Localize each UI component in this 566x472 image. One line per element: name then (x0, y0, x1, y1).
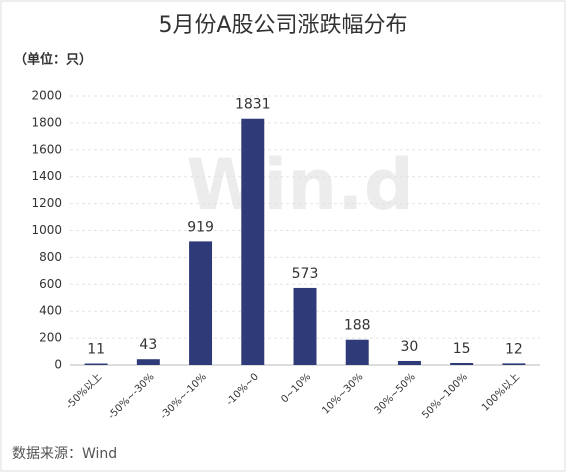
source: 数据来源：Wind (12, 446, 117, 462)
bar (293, 287, 317, 365)
bar (84, 363, 108, 365)
y-tick-label: 1200 (31, 196, 62, 210)
y-tick-label: 1800 (31, 115, 62, 129)
data-label: 11 (87, 342, 105, 358)
data-label: 1831 (235, 97, 271, 113)
y-tick-label: 1600 (31, 142, 62, 156)
chart-title: 5月份A股公司涨跌幅分布 (158, 13, 407, 38)
bar (241, 118, 265, 365)
y-tick-label: 400 (39, 304, 62, 318)
data-label: 43 (139, 337, 157, 353)
y-tick-label: 1000 (31, 223, 62, 237)
y-tick-label: 0 (54, 358, 62, 372)
bar (502, 363, 526, 365)
data-label: 12 (505, 341, 523, 357)
y-tick-label: 600 (39, 277, 62, 291)
data-label: 30 (401, 339, 419, 355)
y-tick-label: 2000 (31, 89, 62, 103)
y-tick-label: 1400 (31, 169, 62, 183)
data-label: 188 (344, 318, 371, 334)
bar (345, 339, 369, 365)
watermark: Win.d (186, 144, 414, 226)
bar (136, 359, 160, 365)
y-tick-label: 800 (39, 250, 62, 264)
data-label: 15 (453, 341, 471, 357)
data-label: 573 (292, 266, 319, 282)
bar (397, 360, 421, 365)
unit-label: （单位：只） (14, 52, 92, 68)
y-tick-label: 200 (39, 331, 62, 345)
data-label: 919 (187, 219, 214, 235)
bar (189, 241, 213, 365)
bar (450, 362, 474, 365)
